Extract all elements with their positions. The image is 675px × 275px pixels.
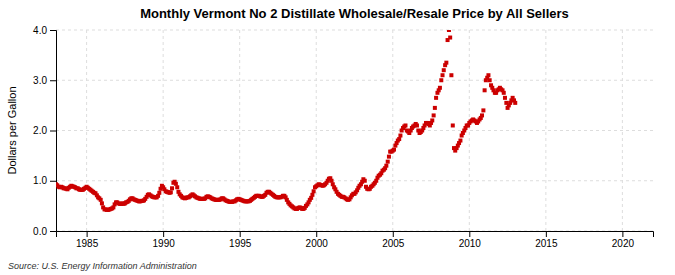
data-point — [169, 190, 173, 194]
x-axis: 1985 1990 1995 2000 2005 2010 2015 2020 — [57, 231, 654, 249]
y-tick-label: 3.0 — [33, 75, 47, 86]
y-tick: 1.0 — [33, 175, 56, 186]
x-tick-label: 1990 — [153, 238, 176, 249]
x-tick: 2005 — [382, 231, 405, 249]
data-point — [398, 134, 402, 138]
x-tick-label: 1995 — [229, 238, 252, 249]
x-tick-label: 2010 — [459, 238, 482, 249]
y-tick: 2.0 — [33, 125, 56, 136]
title: Monthly Vermont No 2 Distillate Wholesal… — [140, 6, 569, 21]
data-point — [448, 36, 452, 40]
y-tick-mark — [50, 80, 56, 81]
x-tick: 2000 — [306, 231, 329, 249]
data-point — [100, 201, 104, 205]
y-tick-label: 1.0 — [33, 175, 47, 186]
data-point — [447, 30, 451, 32]
data-point — [330, 179, 334, 183]
data-point — [384, 164, 388, 168]
x-tick-label: 2015 — [535, 238, 558, 249]
data-point — [451, 123, 455, 127]
x-tick: 1990 — [153, 231, 176, 249]
data-point — [441, 73, 445, 77]
y-tick: 3.0 — [33, 75, 56, 86]
grid-line — [56, 180, 653, 181]
data-point — [403, 123, 407, 127]
data-point — [310, 193, 314, 197]
data-point — [363, 179, 367, 183]
x-tick: 2020 — [612, 231, 635, 249]
data-point — [439, 78, 443, 82]
data-point — [170, 186, 174, 190]
grid — [56, 30, 653, 231]
data-point — [99, 198, 103, 202]
data-point — [430, 118, 434, 122]
x-axis-line — [57, 232, 654, 238]
x-tick-mark — [316, 231, 317, 237]
y-axis-line — [50, 31, 57, 232]
data-point — [502, 91, 506, 95]
data-point — [449, 73, 453, 77]
data-point — [415, 123, 419, 127]
data-point — [481, 108, 485, 112]
x-tick: 1995 — [229, 231, 252, 249]
grid-line — [56, 130, 653, 131]
x-tick-mark — [469, 231, 470, 237]
data-point — [483, 88, 487, 92]
data-point — [392, 148, 396, 152]
data-point — [434, 96, 438, 100]
y-tick-mark — [50, 30, 56, 31]
x-tick-mark — [87, 231, 88, 237]
data-point — [386, 160, 390, 164]
y-tick: 0.0 — [33, 226, 56, 237]
x-tick-mark — [546, 231, 547, 237]
data-point — [480, 113, 484, 117]
data-point — [488, 78, 492, 82]
grid-line — [469, 30, 470, 231]
y-tick-label: 2.0 — [33, 125, 47, 136]
x-tick-label: 2000 — [306, 238, 329, 249]
data-point — [157, 191, 161, 195]
x-tick-mark — [393, 231, 394, 237]
y-axis-title: Dollars per Gallon — [6, 86, 18, 174]
data-point — [174, 182, 178, 186]
x-tick: 2010 — [459, 231, 482, 249]
x-tick-label: 1985 — [76, 238, 99, 249]
data-point — [438, 86, 442, 90]
data-point — [432, 113, 436, 117]
data-point — [486, 73, 490, 77]
y-tick-mark — [50, 231, 56, 232]
data-point — [444, 61, 448, 65]
data-point — [442, 68, 446, 72]
y-tick-label: 4.0 — [33, 25, 47, 36]
x-tick-mark — [240, 231, 241, 237]
y-tick-mark — [50, 131, 56, 132]
grid-line — [56, 30, 653, 31]
y-tick: 4.0 — [33, 25, 56, 36]
data-point — [458, 139, 462, 143]
grid-line — [163, 30, 164, 231]
data-point — [175, 185, 179, 189]
data-point — [397, 137, 401, 141]
y-axis: 0.0 1.0 2.0 3.0 4.0 — [33, 25, 56, 237]
source-note: Source: U.S. Energy Information Administ… — [8, 261, 197, 271]
x-tick: 2015 — [535, 231, 558, 249]
data-point — [503, 96, 507, 100]
grid-line — [56, 80, 653, 81]
data-point — [312, 189, 316, 193]
chart: 1985 1990 1995 2000 2005 2010 2015 2020 0.0 1.0 2.… — [0, 0, 675, 275]
y-tick-mark — [50, 181, 56, 182]
data-point — [513, 101, 517, 105]
data-point — [387, 155, 391, 159]
x-tick-label: 2020 — [612, 238, 635, 249]
x-tick-mark — [163, 231, 164, 237]
x-tick-label: 2005 — [382, 238, 405, 249]
x-tick-mark — [622, 231, 623, 237]
data-point — [433, 106, 437, 110]
data-points — [56, 30, 517, 212]
y-tick-label: 0.0 — [33, 226, 47, 237]
plot: 1985 1990 1995 2000 2005 2010 2015 2020 0.0 1.0 2.… — [33, 25, 653, 249]
x-tick: 1985 — [76, 231, 99, 249]
grid-line — [545, 30, 546, 231]
